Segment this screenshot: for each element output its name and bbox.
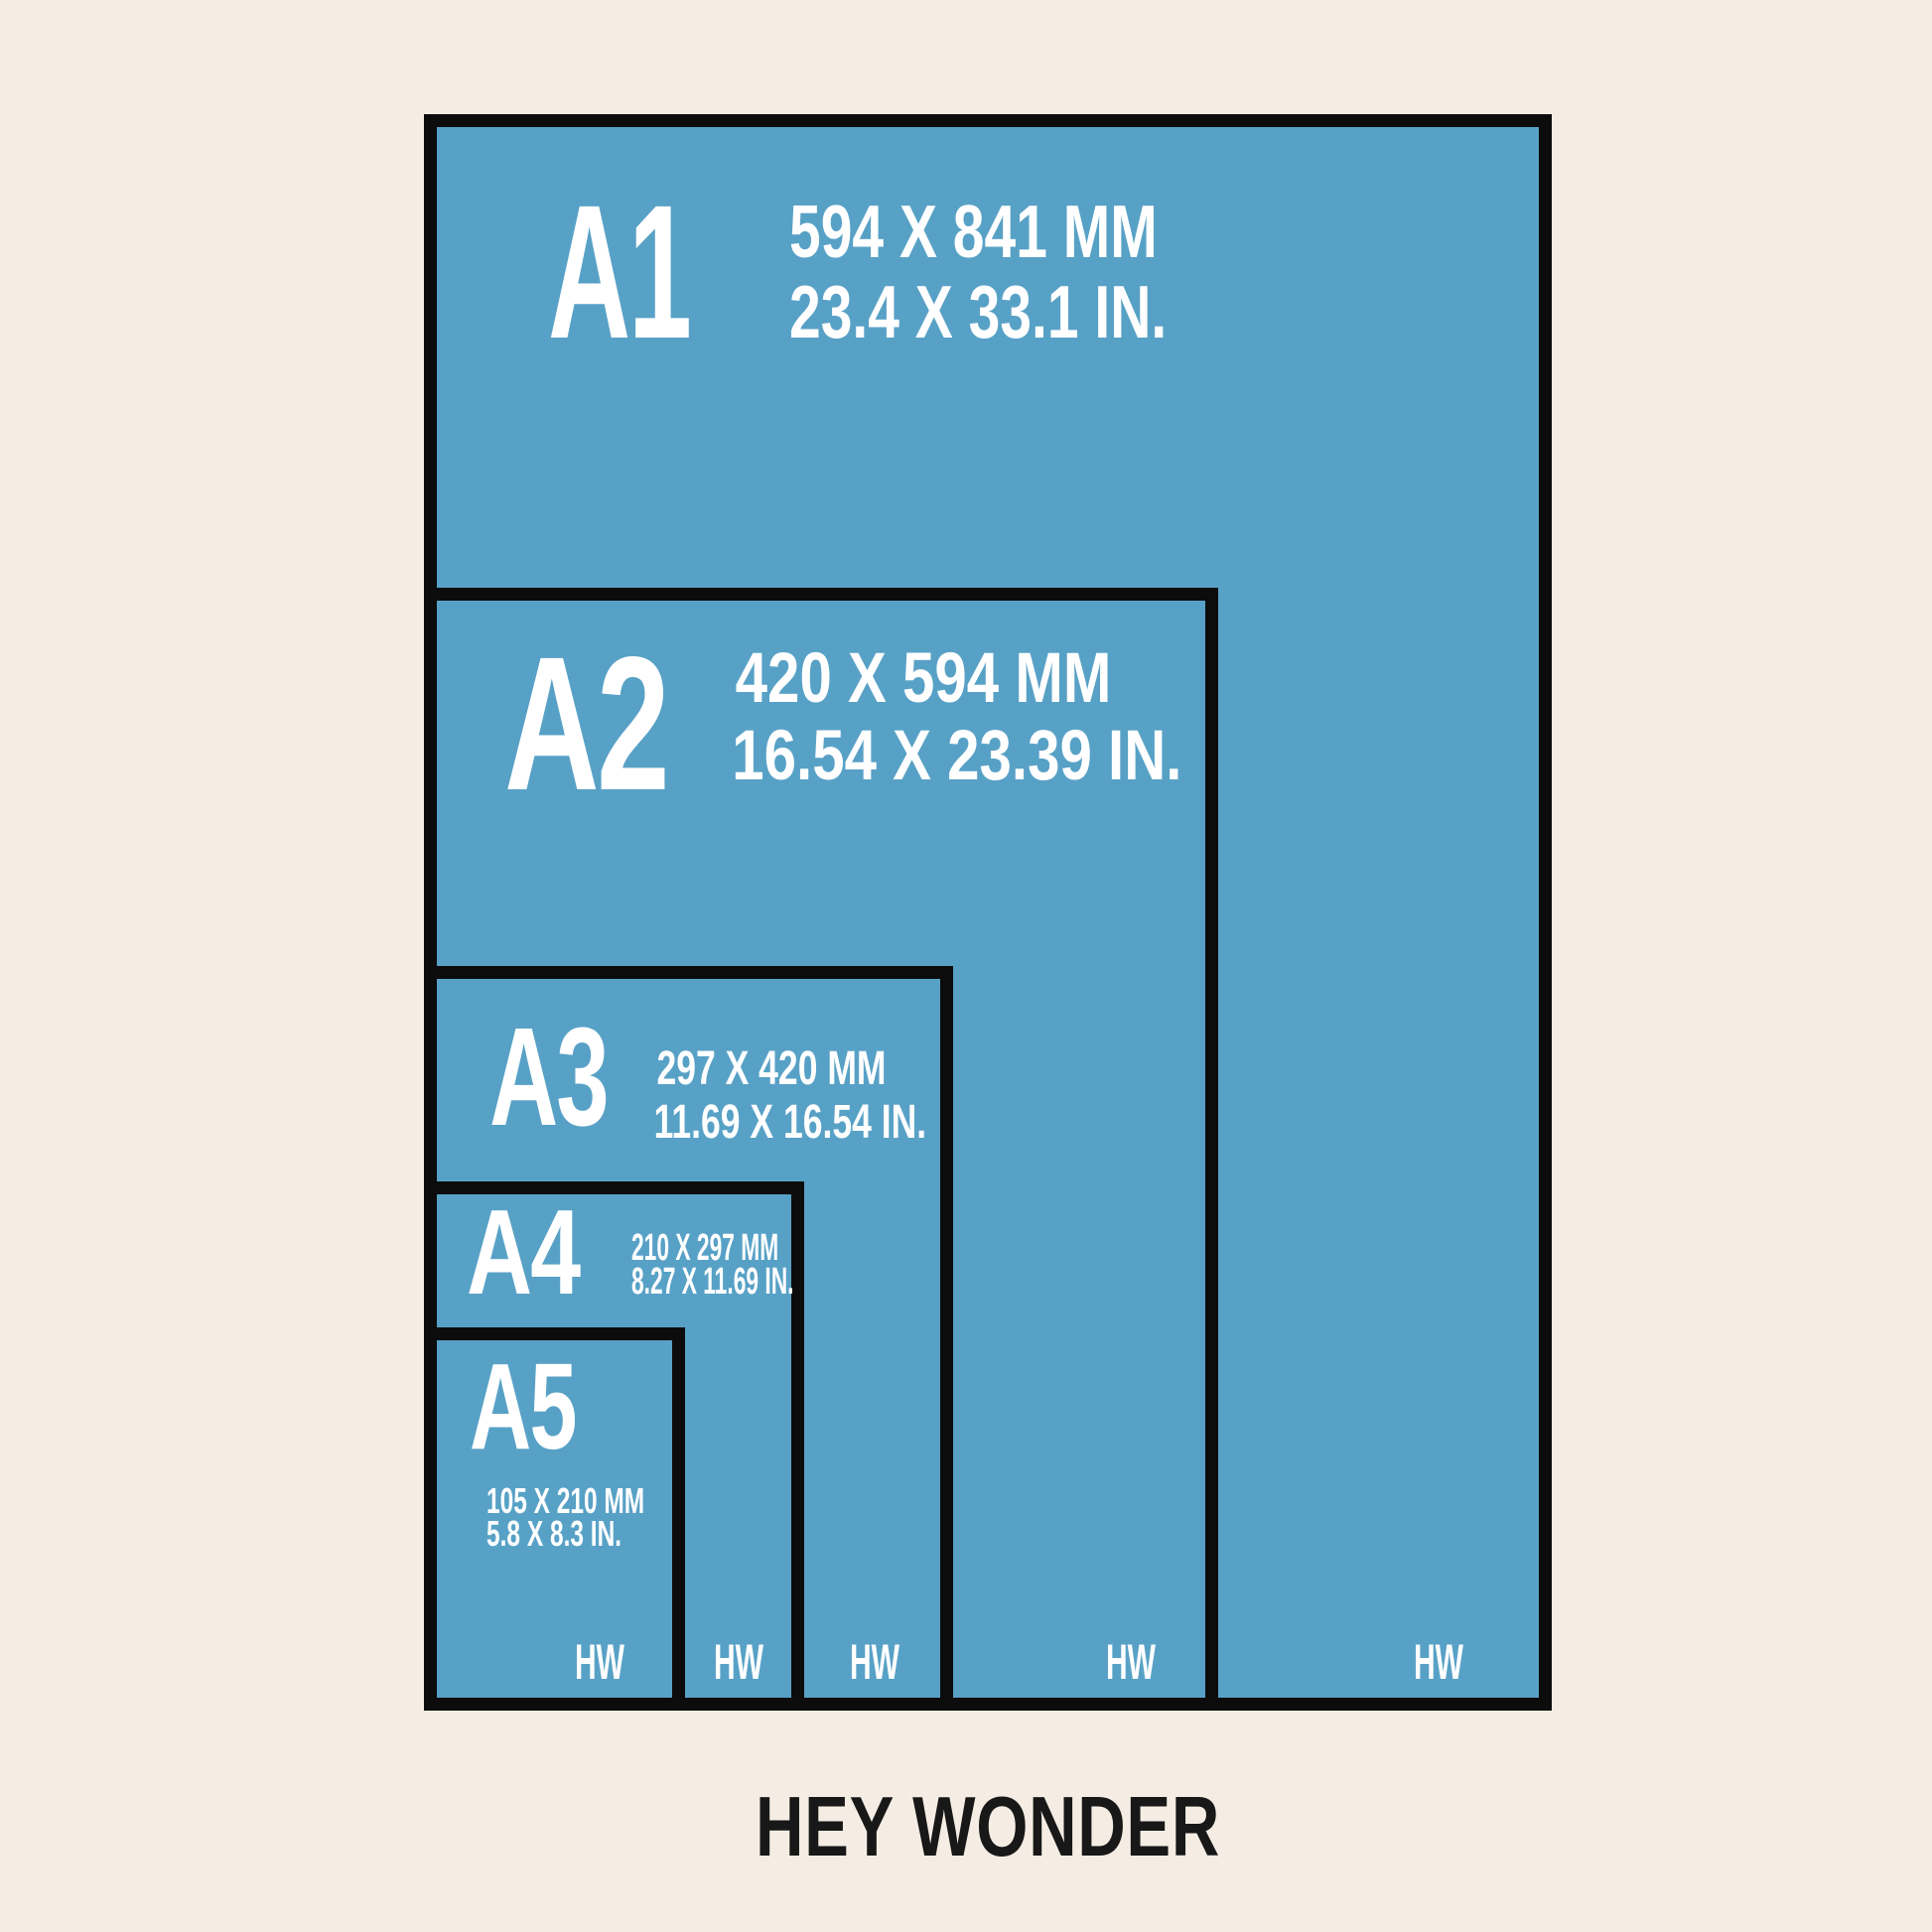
size-dimensions-a5-inches: 5.8 X 8.3 IN.	[486, 1513, 622, 1554]
size-dimensions-a1: 594 X 841 MM 23.4 X 33.1 IN.	[789, 192, 1167, 352]
size-dimensions-a2-mm: 420 X 594 MM	[735, 639, 1112, 718]
size-dimensions-a4: 210 X 297 MM 8.27 X 11.69 IN.	[631, 1227, 794, 1303]
size-dimensions-a5-mm: 105 X 210 MM	[486, 1480, 645, 1521]
size-label-a5: A5	[470, 1339, 577, 1475]
size-dimensions-a1-inches: 23.4 X 33.1 IN.	[789, 270, 1168, 353]
size-label-a3: A3	[489, 998, 610, 1155]
size-dimensions-a1-mm: 594 X 841 MM	[789, 190, 1158, 273]
size-dimensions-a4-mm: 210 X 297 MM	[631, 1227, 779, 1269]
size-label-a2: A2	[504, 617, 670, 830]
watermark-hw-a2: HW	[1106, 1634, 1156, 1690]
size-dimensions-a3: 297 X 420 MM 11.69 X 16.54 IN.	[653, 1042, 927, 1150]
watermark-hw-a5: HW	[575, 1634, 624, 1690]
brand-wordmark: HEY WONDER	[755, 1780, 1221, 1874]
watermark-hw-a3: HW	[850, 1634, 899, 1690]
size-dimensions-a2-inches: 16.54 X 23.39 IN.	[732, 717, 1182, 795]
size-dimensions-a5: 105 X 210 MM 5.8 X 8.3 IN.	[486, 1480, 645, 1554]
size-dimensions-a3-mm: 297 X 420 MM	[656, 1042, 887, 1095]
size-dimensions-a3-inches: 11.69 X 16.54 IN.	[653, 1096, 927, 1149]
size-dimensions-a2: 420 X 594 MM 16.54 X 23.39 IN.	[732, 639, 1182, 795]
size-dimensions-a4-inches: 8.27 X 11.69 IN.	[631, 1261, 794, 1303]
watermark-hw-a4: HW	[714, 1634, 763, 1690]
paper-rect-a5	[424, 1327, 685, 1711]
size-label-a1: A1	[548, 165, 692, 378]
size-label-a4: A4	[467, 1184, 581, 1319]
watermark-hw-a1: HW	[1414, 1634, 1463, 1690]
